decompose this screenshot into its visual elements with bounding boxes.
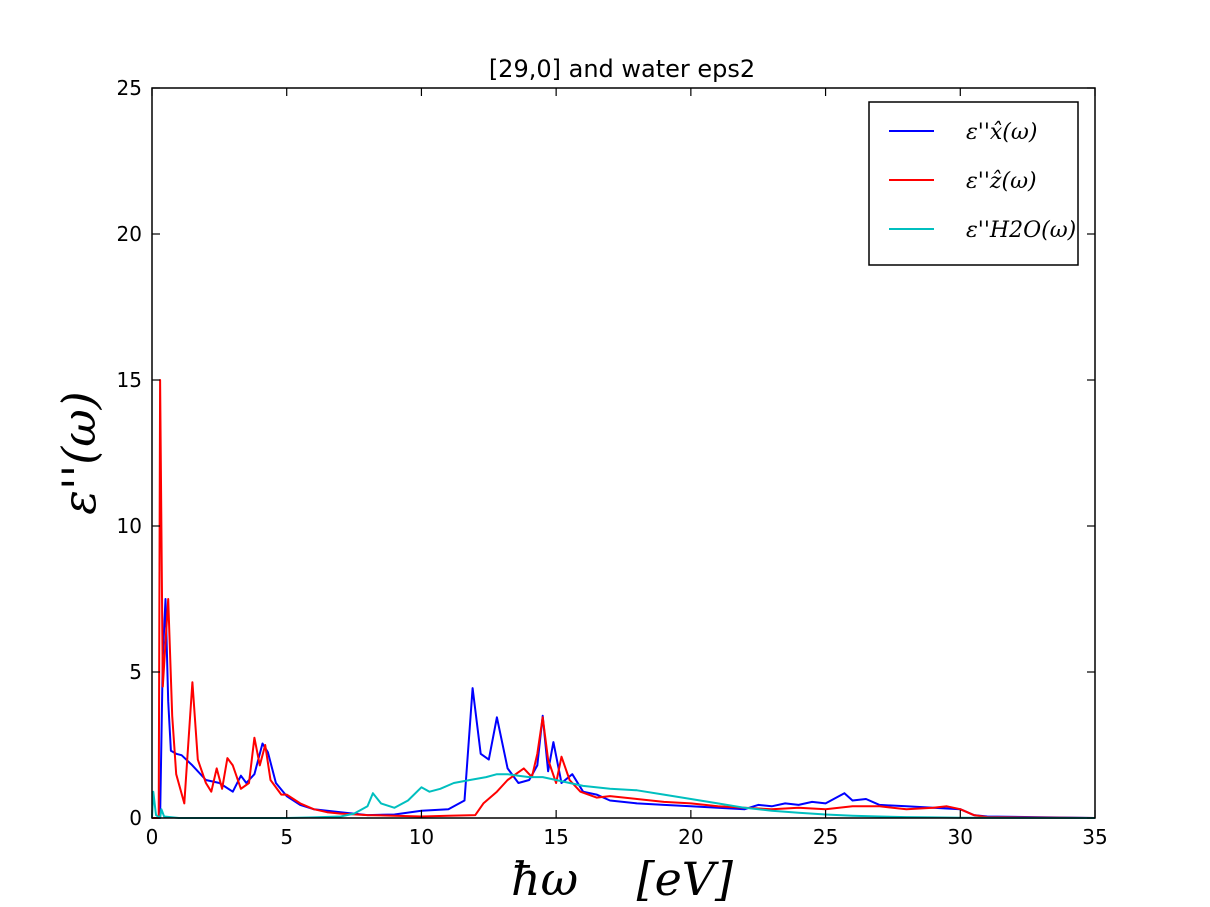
x-tick-label: 25 [813, 825, 838, 849]
legend: ε''x̂(ω) ε''ẑ(ω) ε''H2O(ω) [868, 101, 1079, 266]
legend-box [868, 101, 1079, 266]
axes-frame [151, 87, 1096, 819]
legend-label-2: ε''ẑ(ω) [966, 169, 1037, 194]
chart-title: [29,0] and water eps2 [489, 55, 755, 83]
x-tick-label: 30 [948, 825, 973, 849]
x-tick-label: 35 [1082, 825, 1107, 849]
x-axis-label: ħω [eV] [511, 852, 733, 906]
y-tick-label: 10 [117, 514, 142, 538]
x-tick-label: 10 [409, 825, 434, 849]
y-tick-label: 0 [129, 806, 142, 830]
x-tick-label: 5 [280, 825, 293, 849]
legend-label-3: ε''H2O(ω) [966, 218, 1076, 243]
plot-area [151, 379, 1096, 819]
legend-label-1: ε''x̂(ω) [966, 120, 1037, 145]
y-tick-label: 20 [117, 222, 142, 246]
axes: 0 5 10 15 20 25 30 35 0 5 10 15 20 25 [117, 76, 1108, 849]
y-tick-label: 5 [129, 660, 142, 684]
x-tick-label: 15 [543, 825, 568, 849]
series-line-1 [152, 598, 1096, 819]
y-tick-label: 15 [117, 368, 142, 392]
y-tick-label: 25 [117, 76, 142, 100]
x-tick-label: 0 [146, 825, 159, 849]
y-axis-label: ε''(ω) [52, 391, 106, 514]
series-line-3 [151, 773, 1096, 819]
x-tick-label: 20 [678, 825, 703, 849]
series-line-2 [152, 379, 1096, 819]
